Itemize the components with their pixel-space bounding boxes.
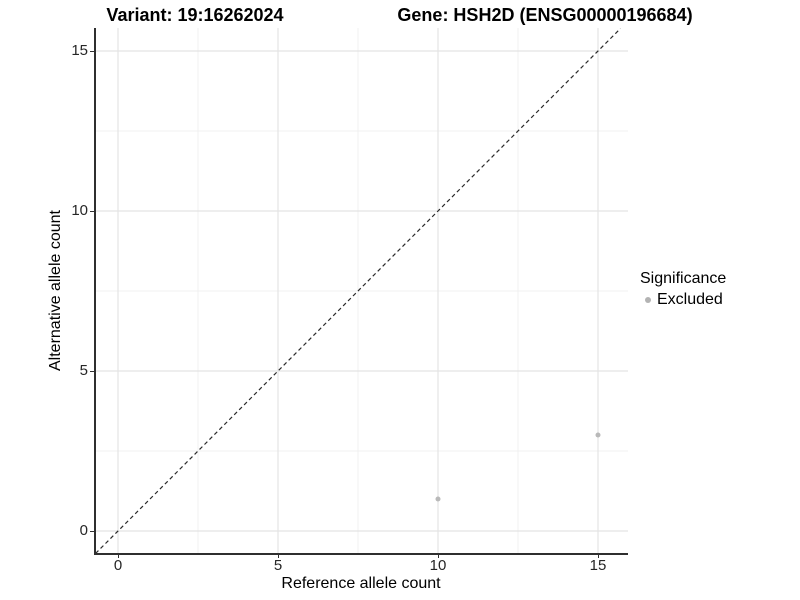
plot-canvas [95, 28, 628, 554]
legend-point-icon [645, 297, 651, 303]
x-tick-label: 15 [589, 557, 607, 574]
x-tick-label: 5 [273, 557, 283, 574]
data-point [435, 496, 441, 502]
plot-panel [95, 28, 628, 554]
legend-entry-excluded: Excluded [640, 291, 790, 309]
legend-title: Significance [640, 270, 727, 287]
legend-entry-label: Excluded [657, 291, 723, 308]
data-point [595, 432, 601, 438]
x-tick-mark [277, 553, 279, 558]
x-tick-mark [437, 553, 439, 558]
y-tick-mark [90, 50, 95, 52]
x-tick-label: 0 [113, 557, 123, 574]
x-axis-title: Reference allele count [281, 575, 441, 592]
y-tick-label: 15 [71, 42, 88, 59]
x-axis-line [94, 553, 628, 555]
y-tick-label: 0 [79, 522, 88, 539]
y-tick-mark [90, 370, 95, 372]
y-tick-mark [90, 530, 95, 532]
y-tick-label: 5 [79, 362, 88, 379]
legend: Significance Excluded [640, 270, 790, 309]
y-tick-mark [90, 210, 95, 212]
plot-title-gene: Gene: HSH2D (ENSG00000196684) [397, 5, 693, 25]
y-tick-label: 10 [71, 202, 88, 219]
y-axis-line [94, 28, 96, 555]
identity-dashed-line [95, 28, 621, 554]
y-axis-title: Alternative allele count [47, 210, 64, 371]
x-tick-label: 10 [429, 557, 447, 574]
x-tick-mark [117, 553, 119, 558]
plot-title-variant: Variant: 19:16262024 [106, 5, 284, 25]
x-tick-mark [597, 553, 599, 558]
